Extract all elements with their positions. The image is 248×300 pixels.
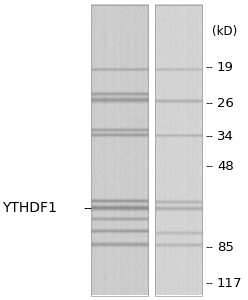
Text: --: --: [206, 98, 214, 109]
Bar: [155, 4, 202, 296]
Text: --: --: [206, 278, 214, 289]
Text: --: --: [83, 202, 92, 215]
Text: --: --: [206, 62, 214, 73]
Text: 34: 34: [217, 130, 234, 143]
Text: 85: 85: [217, 241, 234, 254]
Bar: [91, 4, 148, 296]
Text: (kD): (kD): [212, 25, 237, 38]
Text: --: --: [206, 161, 214, 172]
Text: 19: 19: [217, 61, 234, 74]
Text: 117: 117: [217, 277, 243, 290]
Text: --: --: [206, 242, 214, 253]
Text: 26: 26: [217, 97, 234, 110]
Text: --: --: [206, 131, 214, 142]
Text: 48: 48: [217, 160, 234, 173]
Text: YTHDF1: YTHDF1: [2, 202, 57, 215]
